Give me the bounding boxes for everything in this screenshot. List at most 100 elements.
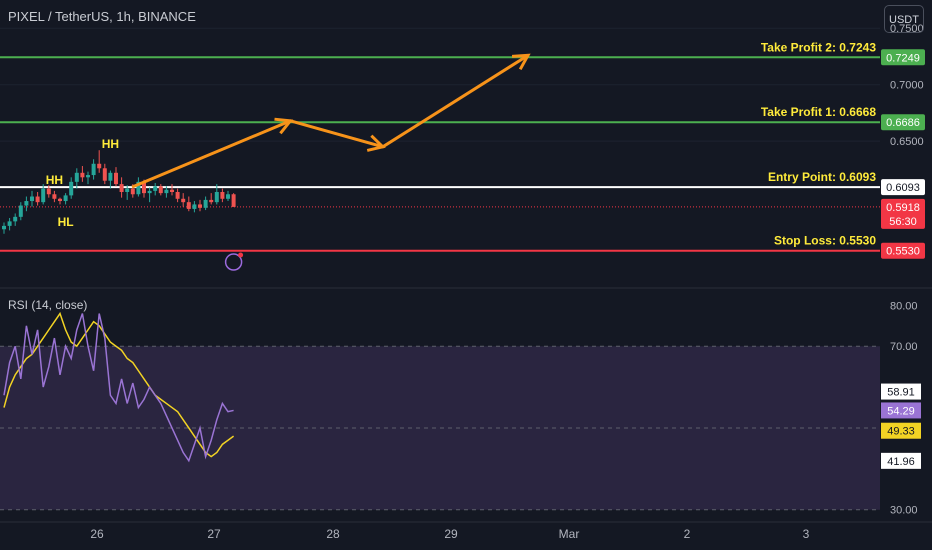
candle-body — [46, 188, 51, 195]
candle-body — [30, 196, 34, 202]
candle-body — [74, 172, 79, 182]
candle-body — [226, 194, 230, 199]
candle-body — [24, 201, 29, 206]
time-tick-label: Mar — [559, 527, 580, 541]
rsi-series-line — [3, 311, 235, 458]
alert-dot-icon — [238, 252, 244, 258]
structure-label: HH — [46, 173, 63, 187]
rsi-series-tag — [881, 422, 921, 439]
structure-label: HH — [102, 137, 119, 151]
candle-body — [181, 198, 186, 203]
time-tick-label: 3 — [803, 527, 810, 541]
level-label: Take Profit 2: 0.7243 — [761, 40, 876, 54]
candles — [2, 150, 236, 234]
candle-body — [18, 205, 23, 217]
candle-body — [52, 194, 57, 199]
candle-body — [63, 195, 68, 202]
time-tick-label: 27 — [207, 527, 221, 541]
level-label: Take Profit 1: 0.6668 — [761, 105, 876, 119]
structure-annotations: HH HH HL — [46, 137, 119, 229]
projection-arrowhead — [274, 117, 294, 135]
structure-label: HL — [58, 215, 74, 229]
candle-body — [114, 172, 118, 185]
price-levels: Take Profit 2: 0.7243 Take Profit 1: 0.66… — [0, 40, 880, 252]
rsi-extra-tag-label: 41.96 — [887, 456, 915, 468]
projection-path — [131, 54, 529, 189]
projection-arrowhead — [366, 134, 386, 152]
rsi-lines — [3, 311, 235, 463]
candle-body — [147, 190, 152, 194]
candle-body — [231, 194, 236, 207]
candle-body — [214, 192, 219, 203]
candle-body — [69, 181, 74, 196]
candle-body — [142, 181, 146, 194]
rsi-tick-label: 70.00 — [890, 341, 918, 353]
candle-body — [2, 225, 6, 230]
projection-arrowhead — [511, 53, 531, 71]
price-axis[interactable]: 0.75000.70000.65000.72490.66860.60930.55… — [881, 23, 925, 259]
candle-body — [125, 188, 130, 192]
time-axis[interactable]: 26 27 28 29 Mar 2 3 — [0, 521, 932, 541]
rsi-extra-tag-label: 58.91 — [887, 387, 915, 399]
candle-body — [41, 188, 46, 203]
candle-body — [158, 186, 163, 194]
level-axis-tag — [881, 114, 925, 131]
level-axis-tag-label: 0.7249 — [886, 52, 920, 64]
rsi-series-tag — [881, 402, 921, 419]
candle-body — [108, 172, 113, 181]
candle-body — [58, 198, 62, 202]
candle-body — [119, 184, 124, 192]
rsi-series-tag-label: 54.29 — [887, 405, 915, 417]
last-price-countdown: 56:30 — [889, 216, 917, 228]
level-label: Stop Loss: 0.5530 — [774, 234, 876, 248]
candle-body — [7, 221, 12, 226]
candle-body — [80, 172, 85, 178]
time-tick-label: 29 — [444, 527, 458, 541]
candle-body — [192, 204, 197, 209]
symbol-title[interactable]: PIXEL / TetherUS, 1h, BINANCE — [8, 9, 196, 24]
rsi-extra-tag — [881, 383, 921, 400]
rsi-band — [0, 345, 880, 511]
rsi-tick-label: 30.00 — [890, 505, 918, 517]
projection-arrow — [131, 53, 531, 271]
candle-body — [203, 199, 208, 208]
candle-body — [198, 204, 202, 208]
currency-button[interactable]: USDT — [884, 5, 924, 33]
price-grid — [0, 27, 880, 142]
level-axis-tag-label: 0.5530 — [886, 246, 920, 258]
price-tick-label: 0.7000 — [890, 80, 924, 92]
rsi-series-line — [3, 313, 234, 463]
candle-body — [35, 196, 40, 203]
candle-body — [130, 188, 135, 195]
candle-body — [164, 189, 169, 194]
level-axis-tag-label: 0.6686 — [886, 117, 920, 129]
level-axis-tag — [881, 179, 925, 196]
candle-body — [209, 199, 214, 203]
time-tick-label: 26 — [90, 527, 104, 541]
candle-body — [97, 163, 102, 169]
rsi-title[interactable]: RSI (14, close) — [8, 298, 88, 312]
candle-body — [86, 175, 90, 178]
rsi-series-tag-label: 49.33 — [887, 426, 915, 438]
candle-body — [136, 181, 141, 195]
rsi-tick-label: 80.00 — [890, 300, 918, 312]
candle-body — [170, 189, 174, 192]
candle-body — [186, 202, 191, 209]
price-tick-label: 0.6500 — [890, 136, 924, 148]
level-label: Entry Point: 0.6093 — [768, 170, 876, 184]
time-tick-label: 28 — [326, 527, 340, 541]
candle-body — [13, 216, 18, 222]
candle-body — [102, 168, 107, 181]
last-price-tag — [881, 198, 925, 229]
candle-body — [175, 192, 180, 199]
level-axis-tag — [881, 242, 925, 259]
time-tick-label: 2 — [684, 527, 691, 541]
candle-body — [220, 192, 225, 199]
candle-body — [153, 186, 158, 191]
candle-body — [91, 163, 96, 176]
level-axis-tag — [881, 49, 925, 66]
last-price-value: 0.5918 — [886, 202, 920, 214]
rsi-extra-tag — [881, 452, 921, 469]
